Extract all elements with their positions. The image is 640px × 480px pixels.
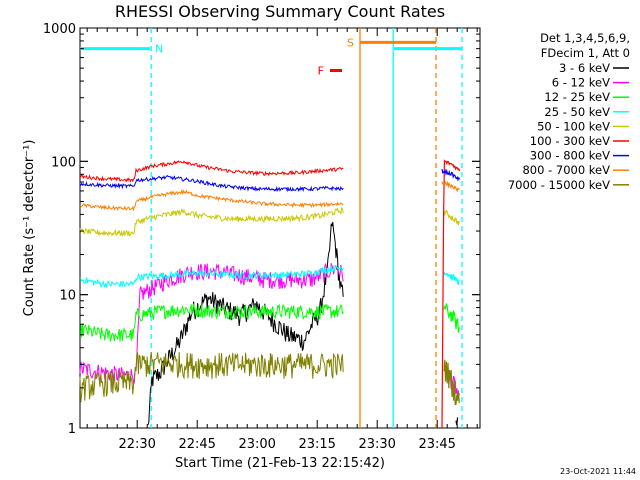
x-axis-label: Start Time (21-Feb-13 22:15:42) [175, 456, 385, 471]
flag-label-n: N [155, 43, 163, 56]
legend-label: 50 - 100 keV [537, 119, 610, 133]
y-tick-label: 10 [59, 289, 76, 304]
flag-label-s: S [347, 36, 354, 49]
series-line-12-25-kev [79, 303, 344, 342]
x-tick-label: 22:45 [178, 437, 215, 452]
series-line-50-100-kev-late [443, 209, 460, 226]
legend-label: 100 - 300 keV [530, 134, 610, 148]
series-line-300-800-kev-late [441, 168, 461, 182]
flag-bars: N F S [80, 36, 462, 78]
y-axis: 1 10 100 1000 [43, 22, 480, 437]
x-tick-label: 23:15 [298, 437, 335, 452]
y-axis-label: Count Rate (s⁻¹ detector⁻¹) [22, 140, 37, 317]
series-line-3-6-kev [147, 221, 344, 426]
legend-label: 300 - 800 keV [530, 149, 610, 163]
series-line-300-800-kev [79, 174, 344, 193]
x-axis: 22:30 22:45 23:00 23:15 23:30 23:45 [86, 28, 478, 452]
series-line-25-50-kev-late [443, 272, 460, 286]
series-line-800-7000-kev [79, 188, 344, 212]
series-line-7000-15000-kev-late [443, 359, 460, 406]
x-tick-label: 23:45 [418, 437, 455, 452]
y-tick-label: 1 [68, 422, 76, 437]
series-group [79, 159, 461, 429]
legend-label: 12 - 25 keV [544, 90, 610, 104]
plot-frame [79, 27, 481, 429]
x-tick-label: 23:30 [358, 437, 395, 452]
legend-label: 3 - 6 keV [559, 61, 610, 75]
series-line-25-50-kev [79, 264, 344, 288]
series-line-50-100-kev [79, 207, 344, 237]
legend: Det 1,3,4,5,6,9,FDecim 1, Att 03 - 6 keV… [508, 31, 630, 192]
footer-date: 23-Oct-2021 11:44 [560, 467, 636, 476]
legend-label: 800 - 7000 keV [522, 163, 610, 177]
flag-label-f: F [318, 65, 324, 78]
flag-marker-lines [150, 28, 463, 428]
legend-header: FDecim 1, Att 0 [541, 46, 630, 60]
legend-label: 25 - 50 keV [544, 105, 610, 119]
legend-header: Det 1,3,4,5,6,9, [540, 31, 630, 45]
series-line-12-25-kev-late [443, 303, 460, 333]
chart-title: RHESSI Observing Summary Count Rates [115, 2, 445, 21]
y-tick-label: 1000 [43, 22, 76, 37]
legend-label: 7000 - 15000 keV [508, 178, 610, 192]
series-line-100-300-kev-late [441, 159, 461, 429]
x-tick-label: 23:00 [238, 437, 275, 452]
series-line-100-300-kev [79, 160, 344, 183]
y-tick-label: 100 [51, 155, 76, 170]
legend-label: 6 - 12 keV [552, 76, 610, 90]
series-line-800-7000-kev-late [441, 180, 460, 192]
series-line-7000-15000-kev [79, 351, 344, 403]
x-tick-label: 22:30 [118, 437, 155, 452]
